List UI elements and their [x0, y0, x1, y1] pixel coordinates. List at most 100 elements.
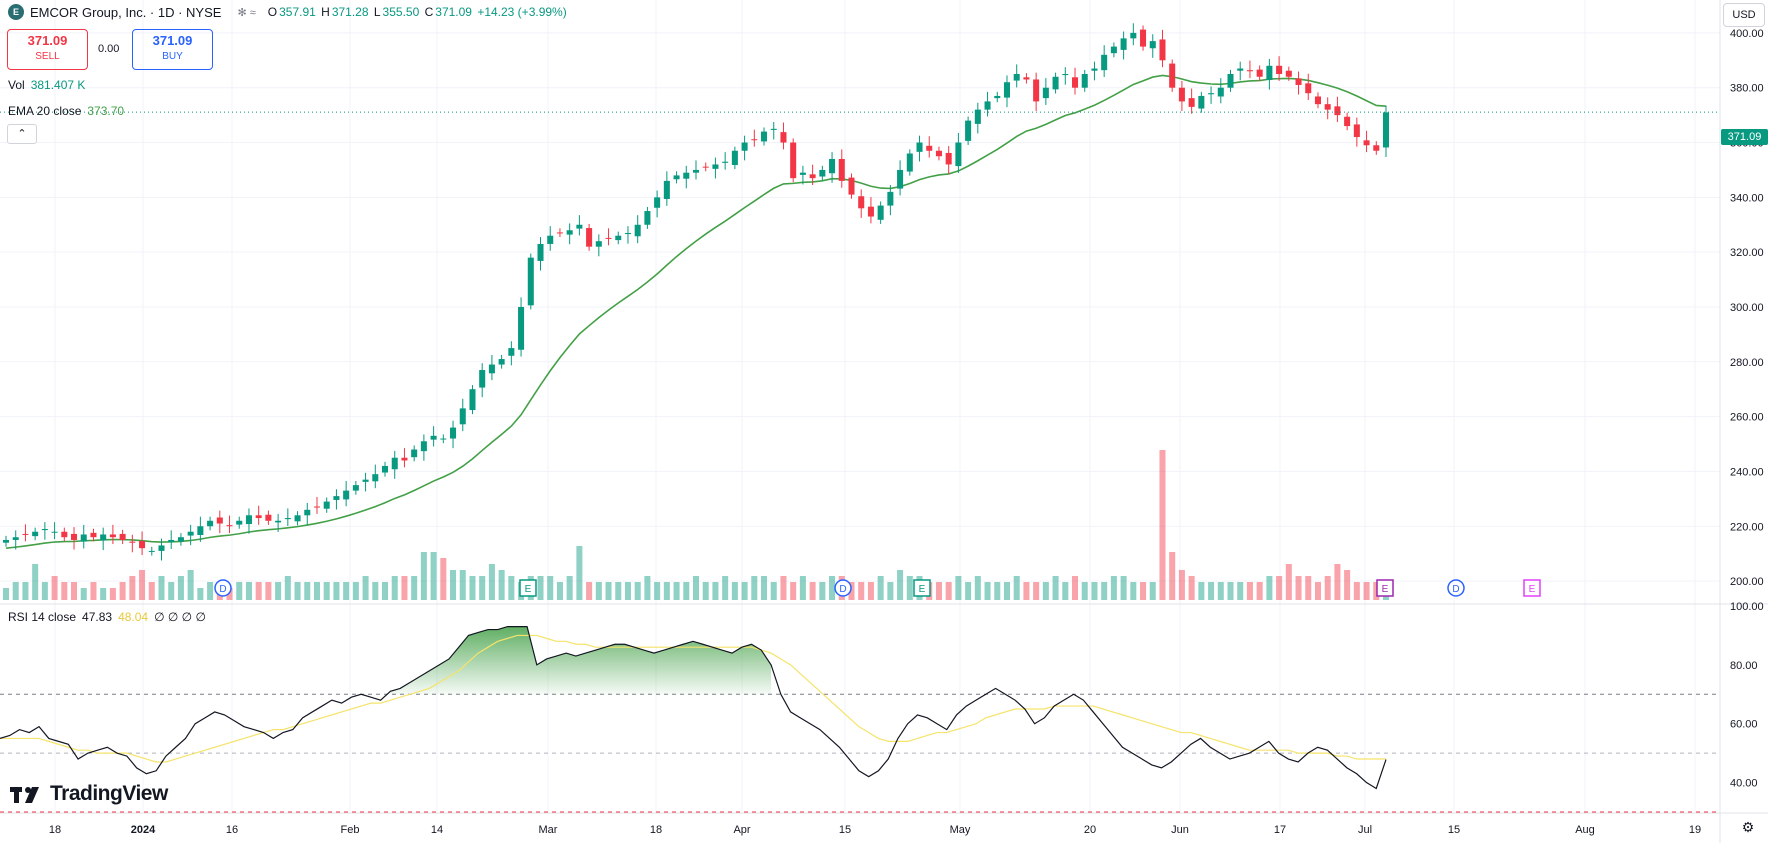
- rsi-legend[interactable]: RSI 14 close 47.83 48.04 ∅ ∅ ∅ ∅: [8, 610, 206, 624]
- event-marker[interactable]: D: [834, 579, 852, 597]
- candle: [1130, 23, 1137, 46]
- volume-bar: [51, 576, 58, 600]
- candle-body: [974, 109, 981, 124]
- candle-body: [1013, 74, 1020, 81]
- ema-legend[interactable]: EMA 20 close 373.70: [8, 104, 124, 118]
- volume-bar: [333, 582, 340, 600]
- volume-bar: [41, 582, 48, 600]
- candle-body: [566, 230, 573, 235]
- volume-bar: [945, 582, 952, 600]
- price-tick-label: 340.00: [1730, 192, 1764, 204]
- volume-bar: [411, 576, 418, 600]
- volume-bar: [1062, 582, 1069, 600]
- event-marker[interactable]: D: [1447, 579, 1465, 597]
- volume-bar: [100, 588, 107, 600]
- candle-body: [945, 152, 952, 165]
- candle: [168, 530, 175, 550]
- sell-button[interactable]: 371.09 SELL: [7, 29, 88, 70]
- volume-bar: [634, 582, 641, 600]
- volume-bar: [663, 582, 670, 600]
- candle-body: [71, 533, 78, 540]
- earnings-icon: [1376, 579, 1394, 597]
- candle-body: [1237, 68, 1244, 71]
- dividend-icon: [1447, 579, 1465, 597]
- candle-body: [586, 228, 593, 247]
- candle-body: [294, 515, 301, 522]
- symbol-title[interactable]: EMCOR Group, Inc. · 1D · NYSE: [30, 4, 222, 20]
- candle-body: [829, 158, 836, 174]
- volume-bar: [605, 582, 612, 600]
- sell-price: 371.09: [27, 33, 68, 48]
- currency-selector[interactable]: USD: [1723, 3, 1765, 27]
- candle-body: [663, 180, 670, 199]
- volume-bar: [780, 576, 787, 600]
- candle-body: [702, 166, 709, 168]
- settings-gear-icon[interactable]: ⚙: [1741, 819, 1755, 835]
- candle: [207, 516, 214, 531]
- candle-body: [906, 153, 913, 172]
- collapse-legend-button[interactable]: ⌃: [7, 124, 37, 144]
- candle: [1140, 25, 1147, 51]
- candle: [1305, 73, 1312, 101]
- volume-bar: [12, 582, 19, 600]
- open-label: O: [267, 5, 278, 19]
- event-marker[interactable]: E: [1376, 579, 1394, 597]
- candle: [216, 510, 223, 534]
- candle: [469, 385, 476, 415]
- candle-body: [1091, 68, 1098, 71]
- candle: [731, 146, 738, 170]
- candle: [1013, 64, 1020, 88]
- event-marker[interactable]: E: [1523, 579, 1541, 597]
- candle-body: [547, 235, 554, 244]
- event-label: E: [1382, 584, 1389, 595]
- volume-bar: [207, 582, 214, 600]
- volume-bar: [1305, 576, 1312, 600]
- candle: [1373, 141, 1380, 155]
- candle-body: [284, 518, 291, 520]
- candle-body: [1110, 46, 1117, 54]
- event-marker[interactable]: E: [519, 579, 537, 597]
- candle: [945, 146, 952, 175]
- time-tick-label: Feb: [341, 824, 360, 836]
- price-tick-label: 220.00: [1730, 521, 1764, 533]
- tradingview-logo[interactable]: TradingView: [10, 782, 168, 806]
- candle: [819, 165, 826, 181]
- candle: [187, 524, 194, 546]
- candle-body: [1266, 65, 1273, 81]
- change-value: +14.23 (+3.99%): [477, 5, 567, 19]
- grid: [0, 0, 1720, 812]
- candle-body: [877, 205, 884, 220]
- volume-bar: [119, 582, 126, 600]
- volume-bar: [440, 558, 447, 600]
- candle-body: [518, 306, 525, 350]
- volume-bar: [1120, 576, 1127, 600]
- time-tick-label: 20: [1084, 824, 1096, 836]
- volume-bars: [2, 450, 1390, 600]
- candle-body: [819, 169, 826, 177]
- event-marker[interactable]: E: [913, 579, 931, 597]
- price-tick-label: 280.00: [1730, 357, 1764, 369]
- volume-bar: [1227, 582, 1234, 600]
- rsi-tick-label: 100.00: [1730, 601, 1764, 613]
- candle: [906, 149, 913, 176]
- candle: [1198, 91, 1205, 113]
- buy-button[interactable]: 371.09 BUY: [132, 29, 213, 70]
- volume-bar: [1042, 582, 1049, 600]
- candle-body: [197, 526, 204, 536]
- candle: [71, 527, 78, 550]
- candle: [935, 146, 942, 161]
- volume-bar: [1013, 576, 1020, 600]
- volume-legend[interactable]: Vol 381.407 K: [8, 78, 85, 92]
- candle: [780, 122, 787, 150]
- volume-bar: [187, 570, 194, 600]
- event-marker[interactable]: D: [214, 579, 232, 597]
- volume-bar: [537, 576, 544, 600]
- candle-body: [207, 520, 214, 527]
- candle-body: [129, 541, 136, 543]
- candle: [177, 533, 184, 546]
- volume-bar: [382, 582, 389, 600]
- candle-body: [926, 145, 933, 151]
- market-status-icon[interactable]: ✻ ≈: [237, 6, 256, 19]
